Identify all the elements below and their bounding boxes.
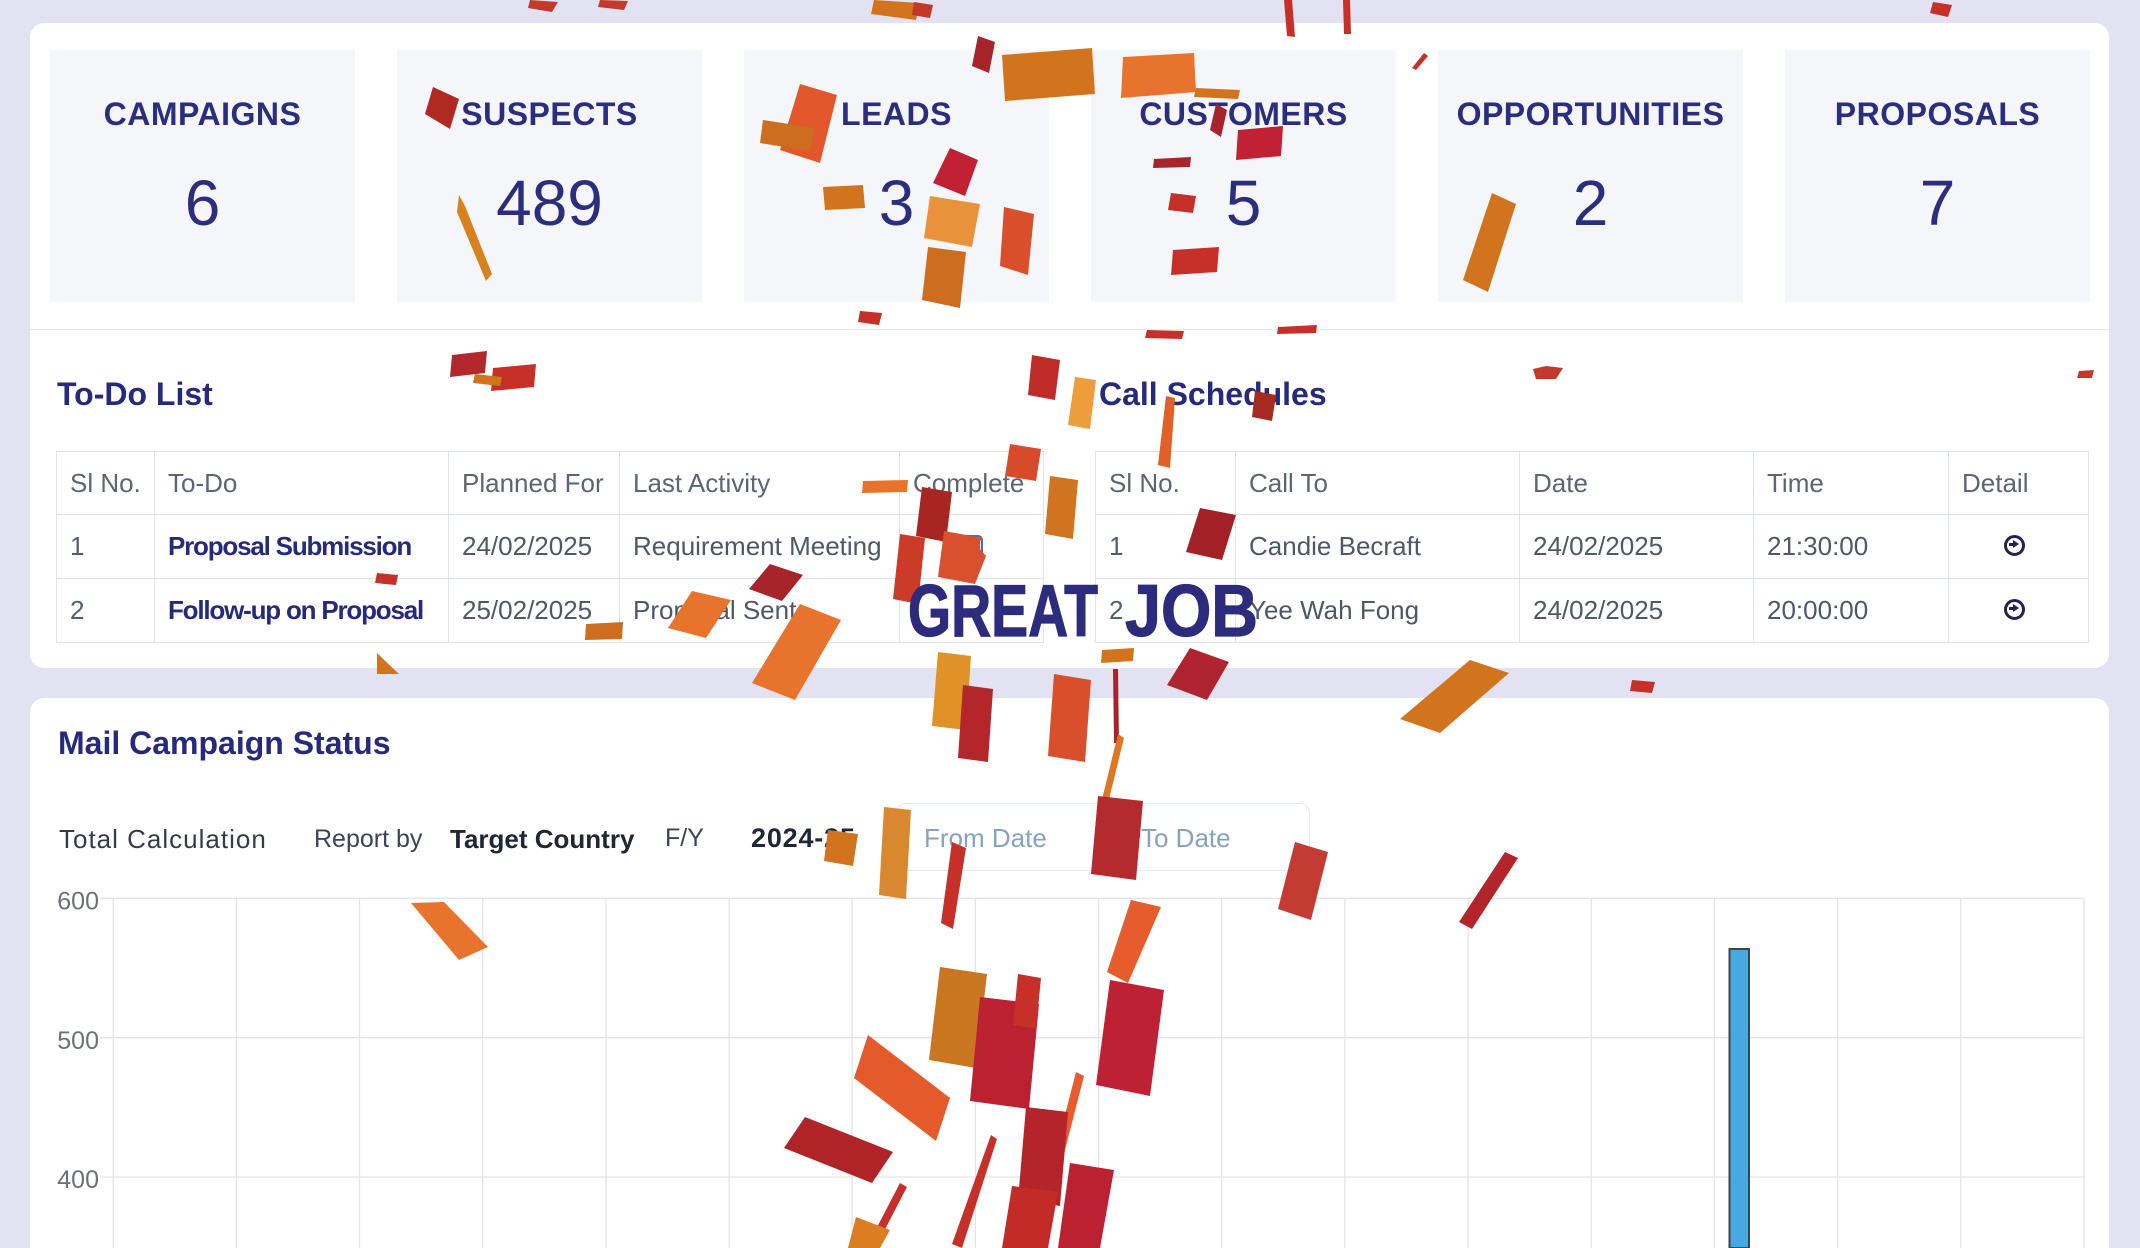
svg-text:400: 400 [57, 1166, 99, 1194]
svg-text:600: 600 [57, 888, 99, 916]
svg-text:500: 500 [57, 1027, 99, 1055]
